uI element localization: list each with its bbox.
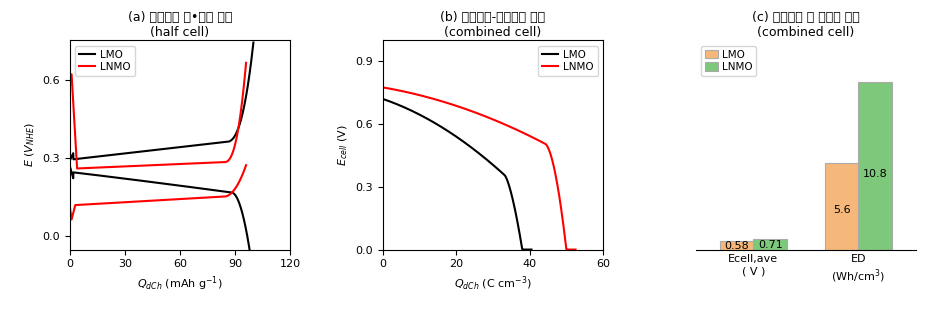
LMO	[485, 161, 496, 164]
X-axis label: $Q_{dCh}$ (C cm$^{-3}$): $Q_{dCh}$ (C cm$^{-3}$)	[454, 275, 532, 293]
LNMO	[64, 73, 75, 76]
LNMO	[469, 110, 480, 114]
LNMO	[535, 140, 546, 144]
LMO	[247, 41, 259, 44]
Bar	[825, 163, 858, 250]
Y-axis label: $E$ ($V_{NHE}$): $E$ ($V_{NHE}$)	[23, 122, 37, 167]
LNMO	[470, 111, 481, 114]
LNMO	[223, 158, 234, 162]
Title: (c) 출력전압 및 에너지 밀도
(combined cell): (c) 출력전압 및 에너지 밀도 (combined cell)	[752, 11, 859, 39]
Bar	[753, 239, 787, 250]
LMO	[188, 144, 199, 148]
Y-axis label: $E_{cell}$ (V): $E_{cell}$ (V)	[336, 124, 350, 166]
LMO	[64, 158, 75, 162]
LMO	[193, 143, 204, 147]
Line: LMO: LMO	[383, 99, 531, 250]
LMO	[64, 159, 75, 162]
Title: (a) 일정전류 충•방전 공선
(half cell): (a) 일정전류 충•방전 공선 (half cell)	[127, 11, 232, 39]
LMO	[378, 97, 389, 101]
LMO	[189, 144, 200, 147]
LNMO	[482, 115, 493, 119]
LNMO	[241, 61, 252, 65]
LMO	[517, 248, 528, 251]
LNMO	[565, 248, 577, 251]
LNMO	[561, 248, 572, 251]
LNMO	[142, 164, 153, 167]
Bar	[720, 241, 753, 250]
LMO	[232, 130, 243, 133]
Line: LNMO: LNMO	[383, 87, 576, 250]
LNMO	[570, 248, 581, 251]
Title: (b) 출력전압-방전용량 특성
(combined cell): (b) 출력전압-방전용량 특성 (combined cell)	[440, 11, 546, 39]
LMO	[471, 149, 482, 153]
Text: 10.8: 10.8	[863, 169, 887, 179]
LMO	[525, 248, 537, 251]
LMO	[426, 119, 437, 123]
LMO	[485, 161, 497, 165]
Text: 0.58: 0.58	[724, 241, 749, 250]
Legend: LMO, LNMO: LMO, LNMO	[538, 46, 598, 76]
LNMO	[236, 102, 247, 105]
LNMO	[235, 108, 246, 112]
LNMO	[197, 161, 208, 165]
Line: LNMO: LNMO	[70, 63, 246, 168]
LMO	[436, 125, 447, 129]
LMO	[395, 104, 406, 108]
X-axis label: $Q_{dCh}$ (mAh g$^{-1}$): $Q_{dCh}$ (mAh g$^{-1}$)	[137, 275, 223, 294]
LNMO	[153, 163, 164, 167]
LMO	[238, 107, 249, 111]
LNMO	[72, 166, 83, 170]
Text: 5.6: 5.6	[832, 206, 850, 215]
Text: 0.71: 0.71	[758, 240, 782, 250]
LNMO	[378, 86, 389, 89]
Legend: LMO, LNMO: LMO, LNMO	[75, 46, 135, 76]
LNMO	[492, 119, 503, 123]
Line: LMO: LMO	[70, 42, 253, 161]
Bar	[858, 82, 892, 250]
Legend: LMO, LNMO: LMO, LNMO	[701, 46, 756, 77]
